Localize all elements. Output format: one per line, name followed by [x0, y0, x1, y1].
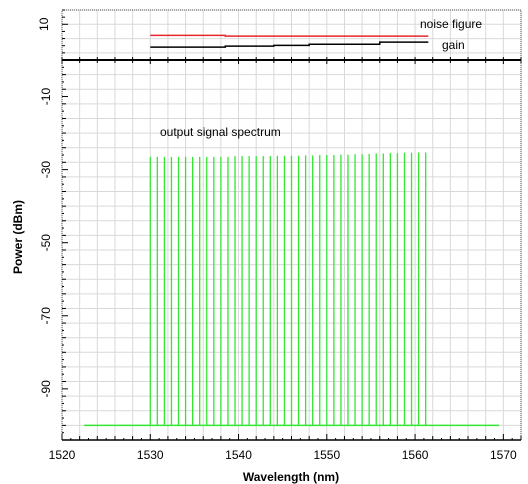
- y-axis-title: Power (dBm): [11, 200, 25, 274]
- x-tick-label: 1560: [402, 448, 429, 462]
- y-tick-label: -30: [39, 161, 53, 179]
- top-panel: 10: [37, 9, 522, 61]
- y-tick-label: -10: [39, 88, 53, 106]
- y-tick-label: -50: [39, 234, 53, 252]
- x-tick-label: 1520: [49, 448, 76, 462]
- bottom-panel: 1520 1530 1540 1550 1560 1570 -10 -30 -50 -70 -90: [39, 57, 522, 462]
- gain-label: gain: [442, 38, 465, 52]
- x-tick-label: 1530: [137, 448, 164, 462]
- noise-figure-label: noise figure: [420, 17, 482, 31]
- noise-figure-line: [150, 34, 429, 37]
- y-tick-label: -70: [39, 307, 53, 325]
- top-y-tick-label: 10: [37, 17, 51, 31]
- x-axis-title: Wavelength (nm): [243, 470, 339, 484]
- spectrum-annotation: output signal spectrum: [160, 125, 281, 139]
- y-tick-label: -90: [39, 380, 53, 398]
- x-tick-label: 1570: [490, 448, 517, 462]
- x-tick-label: 1540: [225, 448, 252, 462]
- gain-line: [150, 41, 429, 48]
- x-tick-label: 1550: [313, 448, 340, 462]
